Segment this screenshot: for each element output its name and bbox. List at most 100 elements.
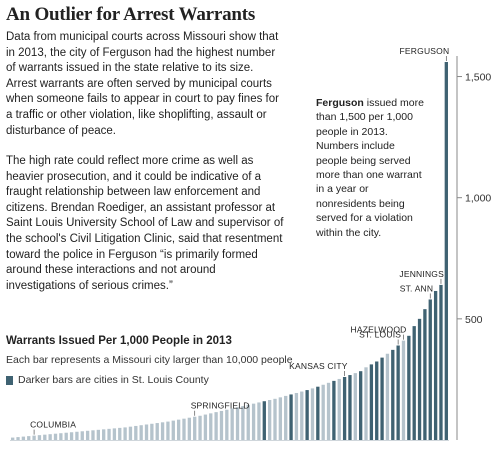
bar <box>284 395 288 440</box>
bar <box>444 62 448 440</box>
bar <box>214 412 218 440</box>
y-tick-label: 1,000 <box>465 193 491 205</box>
chart-subtitle: Each bar represents a Missouri city larg… <box>6 354 293 366</box>
city-label: COLUMBIA <box>30 420 76 430</box>
legend-swatch <box>6 375 13 385</box>
bar <box>150 423 154 440</box>
city-label: FERGUSON <box>400 46 450 56</box>
bar <box>144 424 149 440</box>
bar <box>369 364 374 440</box>
bar <box>342 377 347 440</box>
bar <box>107 428 111 440</box>
city-label: JENNINGS <box>399 269 444 279</box>
bar <box>337 378 341 440</box>
bar <box>155 423 159 440</box>
bar <box>428 299 432 440</box>
annotation-text: issued more than 1,500 per 1,000 people … <box>316 97 424 239</box>
bar <box>43 434 47 440</box>
bar <box>37 435 42 440</box>
bar <box>21 436 26 440</box>
bar <box>251 403 256 440</box>
bar <box>380 357 384 440</box>
bar <box>134 425 138 440</box>
headline: An Outlier for Arrest Warrants <box>6 4 256 25</box>
bar <box>257 402 261 440</box>
bar <box>316 386 320 440</box>
bar <box>359 371 363 440</box>
bar <box>128 426 133 440</box>
bar <box>305 390 309 440</box>
bar <box>246 404 250 440</box>
city-label: SPRINGFIELD <box>191 401 250 411</box>
bar <box>348 375 352 440</box>
bar <box>75 431 79 440</box>
city-label: ST. LOUIS <box>359 330 401 340</box>
bar <box>273 398 277 440</box>
bar <box>289 394 293 440</box>
annotation-bold: Ferguson <box>316 97 364 109</box>
bar <box>375 361 379 440</box>
article-paragraph: The high rate could reflect more crime a… <box>6 155 284 292</box>
bar <box>48 434 52 440</box>
bar <box>241 406 245 440</box>
bar <box>209 413 213 440</box>
bar <box>176 419 181 440</box>
bar <box>198 415 202 440</box>
bar <box>166 421 170 440</box>
bar <box>353 373 357 440</box>
bar <box>385 353 390 440</box>
bar <box>85 430 90 440</box>
y-tick-label: 1,500 <box>465 72 491 84</box>
bar <box>193 416 197 440</box>
bar <box>102 429 106 440</box>
bar <box>123 427 127 440</box>
bar <box>91 430 95 440</box>
bar <box>235 407 240 440</box>
bar <box>407 335 411 440</box>
bar <box>160 422 165 440</box>
city-label: KANSAS CITY <box>289 361 348 371</box>
chart-legend: Darker bars are cities in St. Louis Coun… <box>6 374 209 386</box>
article-paragraph: Data from municipal courts across Missou… <box>6 31 279 137</box>
bar <box>27 436 31 440</box>
bar <box>203 414 208 440</box>
bar <box>423 309 427 440</box>
bar <box>417 318 422 440</box>
bar <box>300 391 304 440</box>
bar <box>412 326 416 440</box>
bar <box>80 431 84 440</box>
bar <box>433 290 438 440</box>
bar <box>262 401 266 440</box>
bar <box>401 340 406 440</box>
bar <box>391 349 395 440</box>
bar <box>278 397 283 440</box>
city-label: HAZELWOOD <box>351 325 407 335</box>
bar <box>332 380 336 440</box>
bar <box>11 437 15 440</box>
chart-title: Warrants Issued Per 1,000 People in 2013 <box>6 335 232 347</box>
bar <box>326 382 331 440</box>
bar <box>230 408 234 440</box>
y-tick-label: 500 <box>465 314 483 326</box>
bar <box>118 427 122 440</box>
bar <box>182 418 186 440</box>
bar <box>139 425 143 440</box>
ferguson-annotation: Ferguson issued more than 1,500 per 1,00… <box>316 96 428 240</box>
bar <box>439 284 443 440</box>
city-label: ST. ANN <box>400 283 434 293</box>
bar <box>171 420 175 440</box>
legend-text: Darker bars are cities in St. Louis Coun… <box>18 374 209 386</box>
bar <box>219 410 224 440</box>
bar <box>112 428 117 440</box>
bar <box>225 409 229 440</box>
bar <box>396 345 400 440</box>
bar <box>69 432 74 440</box>
bar <box>267 400 272 440</box>
bar <box>16 437 20 440</box>
bar <box>321 384 325 440</box>
bar <box>64 432 68 440</box>
bar <box>187 417 192 440</box>
bar <box>32 435 36 440</box>
bar <box>96 429 100 440</box>
